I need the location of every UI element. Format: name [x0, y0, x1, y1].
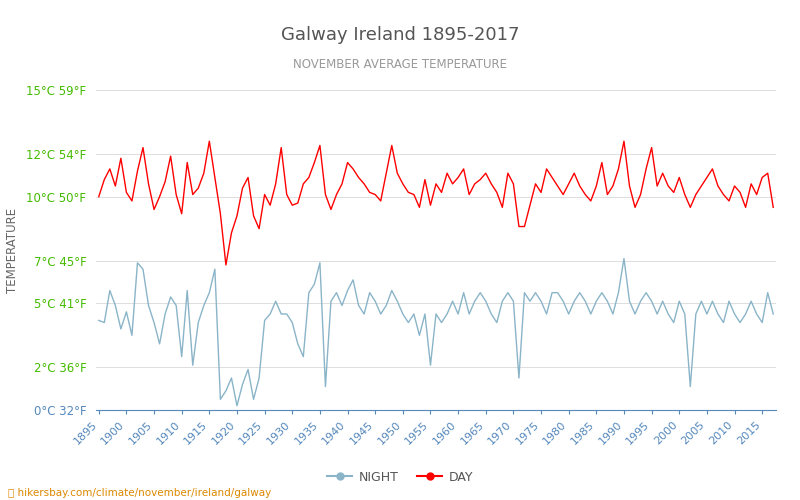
- Text: Galway Ireland 1895-2017: Galway Ireland 1895-2017: [281, 26, 519, 44]
- Text: NOVEMBER AVERAGE TEMPERATURE: NOVEMBER AVERAGE TEMPERATURE: [293, 58, 507, 71]
- Legend: NIGHT, DAY: NIGHT, DAY: [322, 466, 478, 489]
- Y-axis label: TEMPERATURE: TEMPERATURE: [6, 208, 19, 292]
- Text: ⭕ hikersbay.com/climate/november/ireland/galway: ⭕ hikersbay.com/climate/november/ireland…: [8, 488, 271, 498]
